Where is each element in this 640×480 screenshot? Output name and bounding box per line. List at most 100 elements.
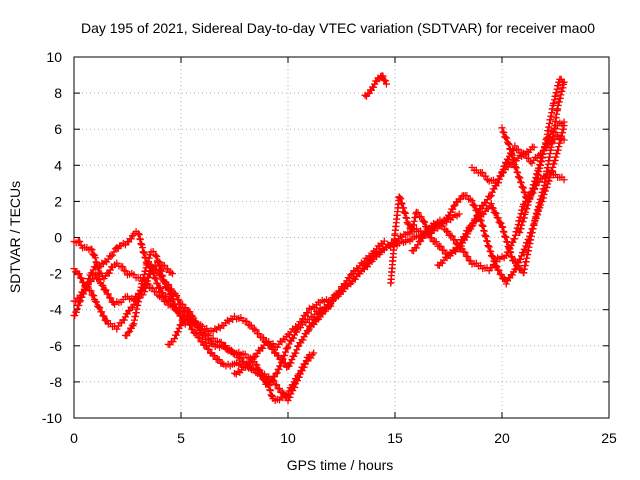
data-point	[397, 195, 405, 203]
data-point	[182, 308, 190, 316]
data-point	[499, 223, 507, 231]
data-point	[100, 312, 108, 320]
data-point	[514, 145, 522, 153]
data-point	[91, 271, 99, 279]
data-point	[437, 242, 445, 250]
data-point	[552, 125, 560, 133]
data-point	[492, 258, 500, 266]
data-point	[448, 232, 456, 240]
data-point	[461, 233, 469, 241]
data-point	[483, 176, 491, 184]
data-point	[450, 202, 458, 210]
data-point	[149, 247, 157, 255]
data-point	[487, 248, 495, 256]
data-point	[519, 184, 527, 192]
data-point	[396, 194, 404, 202]
data-point	[164, 286, 172, 294]
data-point	[502, 233, 510, 241]
data-point	[282, 348, 290, 356]
data-point	[215, 356, 223, 364]
data-point	[168, 270, 176, 278]
data-point	[514, 262, 522, 270]
data-point	[233, 350, 241, 358]
data-point	[169, 338, 177, 346]
data-point	[347, 271, 355, 279]
data-point	[123, 332, 131, 340]
data-point	[90, 292, 98, 300]
data-point	[159, 289, 167, 297]
data-point	[279, 356, 287, 364]
data-point	[168, 295, 176, 303]
data-point	[521, 245, 529, 253]
data-point	[310, 349, 318, 357]
data-point	[514, 169, 522, 177]
series-track-a	[70, 228, 335, 389]
data-point	[300, 363, 308, 371]
data-point	[153, 257, 161, 265]
data-point	[489, 253, 497, 261]
data-point	[487, 192, 495, 200]
data-point	[395, 193, 403, 201]
data-point	[511, 142, 519, 150]
data-point	[497, 219, 505, 227]
data-point	[151, 251, 159, 259]
data-point	[503, 238, 511, 246]
data-point	[95, 275, 103, 283]
data-point	[198, 337, 206, 345]
data-point	[174, 328, 182, 336]
data-point	[498, 124, 506, 132]
data-point	[166, 291, 174, 299]
data-point	[110, 248, 118, 256]
data-point	[179, 300, 187, 308]
data-point	[99, 282, 107, 290]
data-point	[153, 280, 161, 288]
data-point	[526, 158, 534, 166]
data-point	[485, 243, 493, 251]
data-point	[92, 298, 100, 306]
data-point	[255, 330, 263, 338]
data-point	[75, 301, 83, 309]
series-track-l	[434, 78, 568, 277]
data-point	[104, 290, 112, 298]
data-point	[440, 246, 448, 254]
data-point	[499, 128, 507, 136]
data-point	[105, 269, 113, 277]
data-point	[420, 218, 428, 226]
series-track-i	[361, 72, 390, 100]
data-point	[177, 322, 185, 330]
data-point	[421, 218, 429, 226]
y-tick-label: -6	[50, 338, 63, 354]
data-point	[289, 334, 297, 342]
data-point	[482, 172, 490, 180]
axis-ticks	[73, 56, 610, 419]
data-point	[154, 257, 162, 265]
data-point	[464, 253, 472, 261]
data-point	[269, 345, 277, 353]
data-point	[205, 345, 213, 353]
data-point	[439, 222, 447, 230]
y-axis-label: SDTVAR / TECUs	[7, 181, 23, 293]
data-point	[495, 266, 503, 274]
data-point	[196, 334, 204, 342]
data-point	[107, 294, 115, 302]
data-point	[495, 175, 503, 183]
data-point	[160, 278, 168, 286]
y-tick-label: 10	[46, 49, 62, 65]
data-point	[161, 278, 169, 286]
data-point	[71, 312, 79, 320]
data-point	[231, 369, 238, 377]
data-point	[502, 133, 510, 141]
x-tick-label: 25	[601, 430, 617, 446]
data-point	[545, 134, 553, 142]
data-point	[109, 251, 117, 259]
series-track-o	[515, 118, 568, 236]
data-point	[87, 245, 95, 253]
data-point	[237, 354, 245, 362]
data-point	[486, 193, 494, 201]
data-point	[273, 369, 281, 377]
data-point	[500, 129, 508, 137]
x-tick-label: 5	[177, 430, 185, 446]
data-point	[370, 83, 378, 91]
data-point	[87, 287, 95, 295]
